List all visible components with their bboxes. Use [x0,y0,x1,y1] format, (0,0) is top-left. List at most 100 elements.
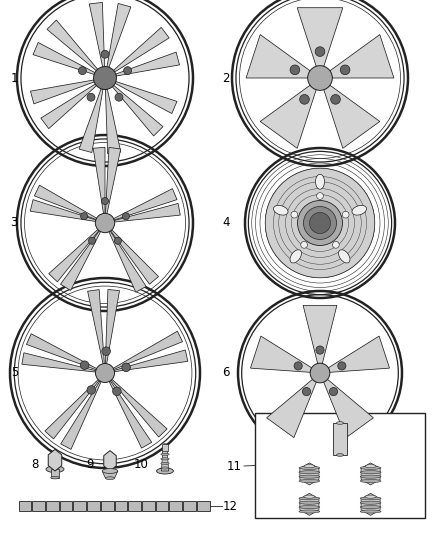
Text: 11: 11 [227,459,242,472]
Circle shape [304,206,336,239]
Circle shape [301,241,307,248]
Circle shape [332,241,339,248]
Polygon shape [361,494,380,515]
Ellipse shape [161,467,169,469]
Ellipse shape [360,510,381,513]
Polygon shape [303,305,337,364]
Circle shape [94,67,117,90]
Polygon shape [49,230,99,282]
Ellipse shape [290,250,301,263]
Ellipse shape [365,495,376,498]
Ellipse shape [352,205,367,215]
Circle shape [102,347,110,356]
FancyBboxPatch shape [170,501,182,511]
Polygon shape [116,52,180,76]
Ellipse shape [360,475,381,478]
Text: 8: 8 [32,458,39,472]
Polygon shape [324,379,373,438]
Polygon shape [79,89,103,152]
Circle shape [113,387,121,395]
Ellipse shape [161,458,169,460]
Ellipse shape [299,510,320,513]
Ellipse shape [161,453,169,455]
Circle shape [265,168,375,278]
Polygon shape [31,80,94,104]
Polygon shape [330,35,394,78]
Circle shape [101,50,109,58]
Circle shape [291,211,298,218]
Ellipse shape [161,462,169,465]
Polygon shape [109,381,152,448]
Circle shape [316,346,324,354]
Polygon shape [104,450,116,471]
Polygon shape [102,471,118,478]
Circle shape [310,213,331,233]
Circle shape [317,192,323,199]
FancyBboxPatch shape [73,501,86,511]
Polygon shape [26,334,97,370]
Ellipse shape [336,454,343,456]
Polygon shape [260,85,316,148]
Circle shape [302,387,311,395]
Circle shape [294,362,302,370]
Polygon shape [61,381,101,449]
Ellipse shape [299,475,320,478]
Ellipse shape [106,477,115,480]
Polygon shape [88,289,104,364]
Polygon shape [300,494,319,515]
Circle shape [87,93,95,101]
Ellipse shape [365,465,376,468]
Polygon shape [33,43,95,75]
Polygon shape [246,35,310,78]
Ellipse shape [339,250,350,263]
Circle shape [340,65,350,75]
Text: 2: 2 [223,71,230,85]
FancyBboxPatch shape [162,444,168,450]
Ellipse shape [51,477,59,479]
Circle shape [78,67,86,75]
Polygon shape [45,379,99,439]
Ellipse shape [102,469,118,473]
FancyBboxPatch shape [18,501,31,511]
Text: 3: 3 [11,216,18,230]
Polygon shape [34,185,97,220]
Polygon shape [161,449,169,471]
Polygon shape [328,336,389,373]
Polygon shape [113,27,169,72]
FancyBboxPatch shape [51,469,59,478]
Circle shape [300,94,309,104]
Text: 1: 1 [11,71,18,85]
Circle shape [81,213,88,220]
Circle shape [338,362,346,370]
Circle shape [114,237,121,244]
Circle shape [80,361,89,369]
Circle shape [307,66,332,90]
FancyBboxPatch shape [142,501,155,511]
Polygon shape [47,20,98,71]
Ellipse shape [164,443,166,445]
Circle shape [115,93,123,101]
Polygon shape [114,350,188,372]
Polygon shape [114,204,180,222]
Text: 6: 6 [223,367,230,379]
FancyBboxPatch shape [155,501,168,511]
Polygon shape [41,84,96,128]
Polygon shape [106,148,121,214]
Polygon shape [113,85,163,136]
Text: 12: 12 [223,499,238,513]
Polygon shape [115,82,177,114]
Text: 10: 10 [134,458,149,472]
Polygon shape [93,147,105,213]
Polygon shape [30,200,96,222]
FancyBboxPatch shape [183,501,196,511]
Circle shape [343,211,349,218]
Polygon shape [111,230,159,284]
Circle shape [297,200,343,246]
Ellipse shape [299,501,320,504]
Circle shape [122,213,130,220]
Circle shape [122,363,131,372]
FancyBboxPatch shape [197,501,209,511]
Ellipse shape [299,497,320,500]
Ellipse shape [315,174,325,189]
Polygon shape [106,89,121,154]
